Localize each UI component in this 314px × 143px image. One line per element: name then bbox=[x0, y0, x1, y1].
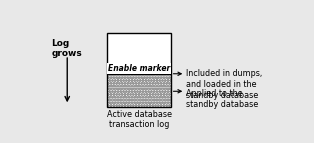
Text: Active database
transaction log: Active database transaction log bbox=[106, 110, 171, 129]
Bar bbox=[107, 33, 171, 74]
Text: Enable marker: Enable marker bbox=[108, 64, 170, 73]
Text: Applied to the
standby database: Applied to the standby database bbox=[187, 89, 259, 109]
Text: Included in dumps,
and loaded in the
standby database: Included in dumps, and loaded in the sta… bbox=[187, 69, 263, 100]
Bar bbox=[107, 33, 171, 107]
Bar bbox=[107, 74, 171, 107]
Text: Log
grows: Log grows bbox=[51, 39, 82, 58]
